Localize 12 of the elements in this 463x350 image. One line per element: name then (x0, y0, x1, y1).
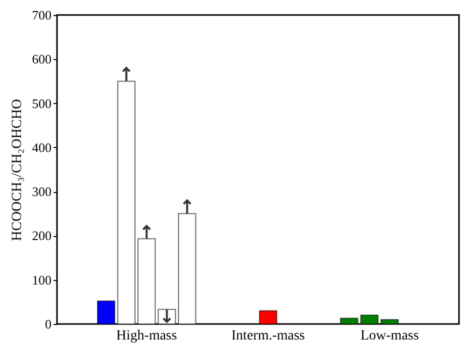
y-axis-title: HCOOCH₃/CH₂OHCHO (10, 99, 25, 241)
y-tick-label: 0 (45, 316, 52, 332)
y-tick-label: 600 (32, 52, 52, 67)
x-tick-label: Interm.-mass (231, 328, 305, 344)
x-tick-label: Low-mass (360, 328, 419, 344)
y-tick-label: 700 (32, 8, 52, 22)
y-tick-label: 200 (32, 228, 52, 244)
y-tick-label: 400 (32, 140, 52, 155)
y-tick-label: 100 (32, 272, 52, 288)
y-tick-label: 300 (32, 184, 52, 200)
x-tick-label: High-mass (116, 328, 177, 344)
y-tick-label: 500 (32, 96, 52, 111)
